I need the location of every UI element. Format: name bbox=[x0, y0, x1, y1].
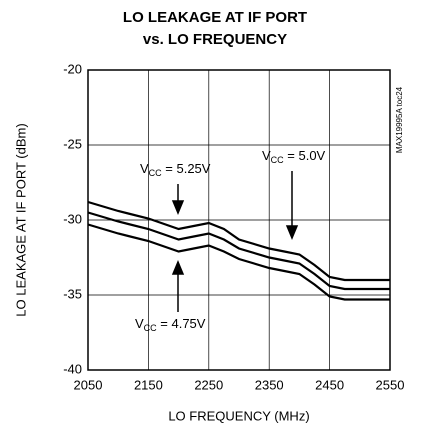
chart-title: vs. LO FREQUENCY bbox=[143, 31, 287, 48]
arrow-head bbox=[171, 200, 185, 215]
annotation-sub: CC bbox=[271, 155, 284, 165]
series-line bbox=[87, 223, 390, 301]
y-tick-label: -25 bbox=[63, 136, 82, 151]
y-tick-label: -40 bbox=[63, 361, 82, 376]
annotation-part: V bbox=[135, 316, 144, 331]
arrow-head bbox=[171, 260, 185, 275]
side-note: MAX19995A toc24 bbox=[395, 86, 404, 153]
annotation-part: = 5.0V bbox=[284, 148, 326, 163]
arrow-head bbox=[285, 225, 299, 240]
annotation-part: = 5.25V bbox=[162, 161, 211, 176]
y-tick-label: -20 bbox=[63, 61, 82, 76]
arrows bbox=[171, 171, 299, 312]
annotation-part: V bbox=[262, 148, 271, 163]
annotation-sub: CC bbox=[149, 168, 162, 178]
annotation: VCC = 5.25V bbox=[140, 161, 211, 178]
x-tick-label: 2350 bbox=[255, 377, 284, 392]
x-axis-label: LO FREQUENCY (MHz) bbox=[168, 408, 309, 423]
plot-frame bbox=[87, 69, 391, 371]
annotation: VCC = 5.0V bbox=[262, 148, 326, 165]
chart-title: LO LEAKAGE AT IF PORT bbox=[123, 9, 307, 26]
y-axis-label: LO LEAKAGE AT IF PORT (dBm) bbox=[13, 123, 28, 316]
x-tick-label: 2050 bbox=[74, 377, 103, 392]
annotation-part: V bbox=[140, 161, 149, 176]
y-tick-label: -30 bbox=[63, 211, 82, 226]
annotation: VCC = 4.75V bbox=[135, 316, 206, 333]
y-tick-label: -35 bbox=[63, 286, 82, 301]
x-tick-label: 2450 bbox=[315, 377, 344, 392]
x-tick-label: 2550 bbox=[376, 377, 405, 392]
annotation-part: = 4.75V bbox=[157, 316, 206, 331]
x-tick-label: 2250 bbox=[194, 377, 223, 392]
annotation-sub: CC bbox=[144, 323, 157, 333]
series-line bbox=[87, 211, 390, 291]
series-line bbox=[87, 200, 390, 282]
x-tick-label: 2150 bbox=[134, 377, 163, 392]
